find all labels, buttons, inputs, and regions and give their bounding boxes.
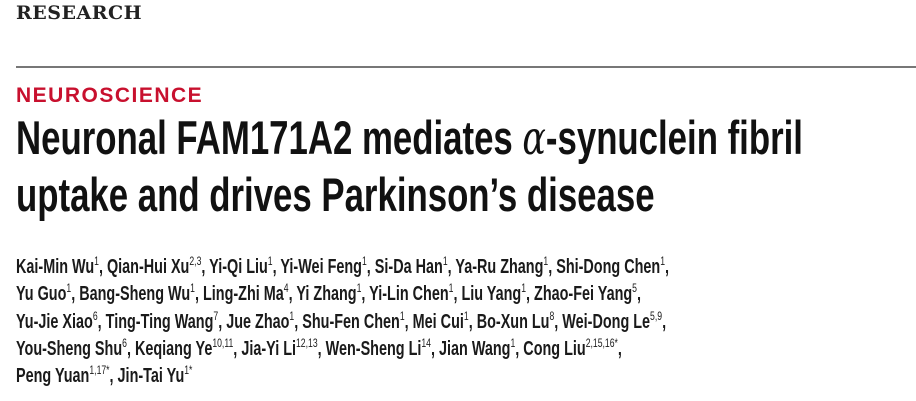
author-affiliation: 5 xyxy=(632,281,637,296)
author: Keqiang Ye10,11 xyxy=(134,335,234,360)
author-affiliation: 1 xyxy=(660,254,666,268)
author: Kai-Min Wu1 xyxy=(16,254,99,278)
author-name: Shu-Fen Chen xyxy=(302,310,400,333)
author-affiliation: 14 xyxy=(421,335,431,350)
author-affiliation: 2,3 xyxy=(189,254,202,268)
header-rule xyxy=(16,66,916,68)
author-name: Yi-Wei Feng xyxy=(280,256,362,278)
author-affiliation: 1* xyxy=(184,363,193,378)
author: Yu-Jie Xiao6 xyxy=(16,308,98,333)
author-affiliation: 10,11 xyxy=(212,335,234,350)
author: Cong Liu2,15,16* xyxy=(523,335,618,360)
author-name: Ling-Zhi Ma xyxy=(202,283,284,306)
author-name: Yu Guo xyxy=(16,283,67,306)
author: Wei-Dong Le5,9 xyxy=(562,308,663,333)
author-name: Bo-Xun Lu xyxy=(476,310,550,333)
author-affiliation: 7 xyxy=(213,308,219,323)
author-name: Keqiang Ye xyxy=(134,337,213,360)
author-name: Qian-Hui Xu xyxy=(106,256,190,278)
author-affiliation: 1 xyxy=(399,308,405,323)
author-name: Liu Yang xyxy=(461,283,522,306)
author: Ling-Zhi Ma4 xyxy=(202,281,289,306)
author: Liu Yang1 xyxy=(461,281,527,306)
author-name: Jue Zhao xyxy=(226,310,290,333)
author-name: Yi-Qi Liu xyxy=(209,256,268,278)
author-affiliation: 2,15,16* xyxy=(585,335,618,350)
author: Wen-Sheng Li14 xyxy=(325,335,431,360)
author: Mei Cui1 xyxy=(412,308,469,333)
author-name: Shi-Dong Chen xyxy=(556,256,661,278)
author-name: Yu-Jie Xiao xyxy=(16,310,93,333)
author: Qian-Hui Xu2,3 xyxy=(106,254,202,278)
article-title: Neuronal FAM171A2 mediates α-synuclein f… xyxy=(16,110,830,223)
author-affiliation: 1,17* xyxy=(89,363,110,378)
author-affiliation: 1 xyxy=(543,254,549,268)
author-name: Si-Da Han xyxy=(374,256,443,278)
author-affiliation: 5,9 xyxy=(650,308,663,323)
title-part: -synuclein fibril xyxy=(545,111,803,164)
author-name: Peng Yuan xyxy=(16,365,90,388)
author-affiliation: 1 xyxy=(356,281,362,296)
section-label: RESEARCH xyxy=(16,2,143,24)
author: Shi-Dong Chen1 xyxy=(556,254,666,278)
author-affiliation: 8 xyxy=(549,308,555,323)
author-affiliation: 1 xyxy=(361,254,367,268)
author: Shu-Fen Chen1 xyxy=(302,308,405,333)
author-name: Yi-Lin Chen xyxy=(369,283,449,306)
author: Jia-Yi Li12,13 xyxy=(241,335,318,360)
author-affiliation: 1 xyxy=(442,254,448,268)
author: Jin-Tai Yu1* xyxy=(117,363,193,388)
subject-kicker: NEUROSCIENCE xyxy=(16,84,204,107)
author-affiliation: 1 xyxy=(66,281,72,296)
author-name: Zhao-Fei Yang xyxy=(534,283,633,306)
author-name: Ting-Ting Wang xyxy=(105,310,214,333)
author-affiliation: 6 xyxy=(92,308,98,323)
author: Peng Yuan1,17* xyxy=(16,363,110,388)
author: Yu Guo1 xyxy=(16,281,72,306)
author: Bo-Xun Lu8 xyxy=(476,308,555,333)
author-affiliation: 6 xyxy=(122,335,127,350)
author-affiliation: 1 xyxy=(448,281,454,296)
author-name: You-Sheng Shu xyxy=(16,337,123,360)
author: Yi Zhang1 xyxy=(296,281,362,306)
author-affiliation: 1 xyxy=(463,308,469,323)
author-list: Kai-Min Wu1, Qian-Hui Xu2,3, Yi-Qi Liu1,… xyxy=(16,254,670,388)
author: Zhao-Fei Yang5 xyxy=(534,281,637,306)
author-affiliation: 1 xyxy=(190,281,195,296)
author: Ting-Ting Wang7 xyxy=(105,308,219,333)
author-name: Bang-Sheng Wu xyxy=(79,283,191,306)
author: Bang-Sheng Wu1 xyxy=(79,281,195,306)
author-affiliation: 4 xyxy=(283,281,289,296)
author-affiliation: 1 xyxy=(521,281,527,296)
author-name: Ya-Ru Zhang xyxy=(455,256,544,278)
author-name: Jian Wang xyxy=(439,337,511,360)
author-affiliation: 1 xyxy=(94,254,99,268)
title-part: Neuronal FAM171A2 mediates xyxy=(16,111,523,164)
author-name: Cong Liu xyxy=(523,337,586,360)
author: Yi-Wei Feng1 xyxy=(280,254,367,278)
author: Jian Wang1 xyxy=(439,335,516,360)
title-alpha: α xyxy=(522,111,546,166)
author: Ya-Ru Zhang1 xyxy=(455,254,549,278)
author-affiliation: 1 xyxy=(510,335,516,350)
title-part: uptake and drives Parkinson’s disease xyxy=(16,168,655,221)
author-name: Mei Cui xyxy=(412,310,464,333)
author-name: Kai-Min Wu xyxy=(16,256,95,278)
author-name: Jin-Tai Yu xyxy=(117,365,185,388)
author-affiliation: 1 xyxy=(289,308,295,323)
author-name: Wen-Sheng Li xyxy=(325,337,422,360)
author: Yi-Qi Liu1 xyxy=(209,254,273,278)
author-name: Jia-Yi Li xyxy=(241,337,297,360)
author: You-Sheng Shu6 xyxy=(16,335,127,360)
author-affiliation: 1 xyxy=(267,254,273,268)
author-name: Wei-Dong Le xyxy=(562,310,651,333)
author-affiliation: 12,13 xyxy=(296,335,318,350)
author-name: Yi Zhang xyxy=(296,283,357,306)
author: Jue Zhao1 xyxy=(226,308,295,333)
author: Si-Da Han1 xyxy=(374,254,448,278)
author: Yi-Lin Chen1 xyxy=(369,281,454,306)
